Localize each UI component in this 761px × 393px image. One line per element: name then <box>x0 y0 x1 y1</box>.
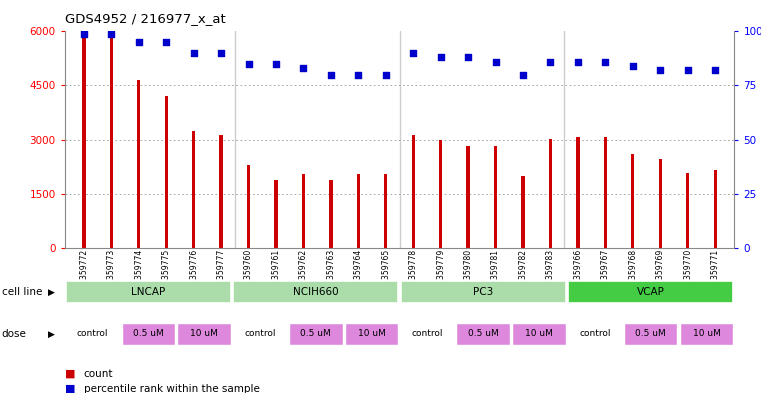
Point <box>243 61 255 67</box>
Point <box>544 59 556 65</box>
Point <box>462 54 474 61</box>
Bar <box>568 323 622 345</box>
Bar <box>400 323 454 345</box>
Point <box>352 72 365 78</box>
Text: ▶: ▶ <box>48 288 55 297</box>
Bar <box>177 323 231 345</box>
Text: 0.5 uM: 0.5 uM <box>133 329 164 338</box>
Text: control: control <box>412 329 443 338</box>
Point <box>298 65 310 71</box>
Bar <box>330 180 333 248</box>
Point <box>78 30 90 37</box>
Bar <box>247 165 250 248</box>
Bar <box>357 174 360 248</box>
Text: control: control <box>579 329 610 338</box>
Text: 0.5 uM: 0.5 uM <box>301 329 331 338</box>
Bar <box>345 323 399 345</box>
Point <box>407 50 419 56</box>
Text: GDS4952 / 216977_x_at: GDS4952 / 216977_x_at <box>65 12 225 25</box>
Point <box>654 67 667 73</box>
Bar <box>122 323 175 345</box>
Point <box>380 72 392 78</box>
Point <box>132 39 145 45</box>
Bar <box>192 131 196 248</box>
Bar <box>568 281 734 303</box>
Bar <box>439 140 442 248</box>
Bar <box>110 35 113 248</box>
Bar <box>233 281 399 303</box>
Text: NCIH660: NCIH660 <box>293 287 339 297</box>
Bar <box>603 137 607 248</box>
Text: control: control <box>244 329 275 338</box>
Bar <box>164 96 168 248</box>
Point <box>489 59 501 65</box>
Bar <box>631 154 635 248</box>
Text: LNCAP: LNCAP <box>131 287 166 297</box>
Text: control: control <box>77 329 108 338</box>
Text: ■: ■ <box>65 384 75 393</box>
Bar <box>384 174 387 248</box>
Bar <box>219 135 223 248</box>
Bar <box>521 176 524 248</box>
Bar <box>82 33 85 248</box>
Bar <box>412 135 415 248</box>
Point <box>682 67 694 73</box>
Text: dose: dose <box>2 329 27 340</box>
Text: PC3: PC3 <box>473 287 493 297</box>
Bar <box>400 281 566 303</box>
Text: count: count <box>84 369 113 379</box>
Bar <box>624 323 677 345</box>
Point <box>270 61 282 67</box>
Bar <box>494 146 497 248</box>
Point <box>517 72 529 78</box>
Text: 10 uM: 10 uM <box>190 329 218 338</box>
Text: cell line: cell line <box>2 287 42 298</box>
Point <box>709 67 721 73</box>
Point <box>435 54 447 61</box>
Point <box>627 63 639 69</box>
Point <box>325 72 337 78</box>
Bar <box>466 146 470 248</box>
Bar <box>714 170 717 248</box>
Bar <box>680 323 734 345</box>
Bar <box>65 281 231 303</box>
Bar <box>65 323 119 345</box>
Point <box>160 39 172 45</box>
Bar <box>275 180 278 248</box>
Text: VCAP: VCAP <box>637 287 664 297</box>
Bar <box>137 80 141 248</box>
Bar <box>549 139 552 248</box>
Point <box>188 50 200 56</box>
Bar <box>233 323 287 345</box>
Text: 10 uM: 10 uM <box>358 329 386 338</box>
Point <box>599 59 611 65</box>
Point <box>215 50 228 56</box>
Text: 0.5 uM: 0.5 uM <box>468 329 498 338</box>
Text: 0.5 uM: 0.5 uM <box>635 329 666 338</box>
Text: 10 uM: 10 uM <box>525 329 553 338</box>
Bar <box>686 173 689 248</box>
Text: percentile rank within the sample: percentile rank within the sample <box>84 384 260 393</box>
Text: ▶: ▶ <box>48 330 55 339</box>
Bar <box>658 159 662 248</box>
Bar <box>457 323 510 345</box>
Bar <box>302 174 305 248</box>
Point <box>572 59 584 65</box>
Text: 10 uM: 10 uM <box>693 329 721 338</box>
Bar <box>512 323 566 345</box>
Bar <box>289 323 342 345</box>
Text: ■: ■ <box>65 369 75 379</box>
Bar <box>576 137 580 248</box>
Point <box>105 30 117 37</box>
